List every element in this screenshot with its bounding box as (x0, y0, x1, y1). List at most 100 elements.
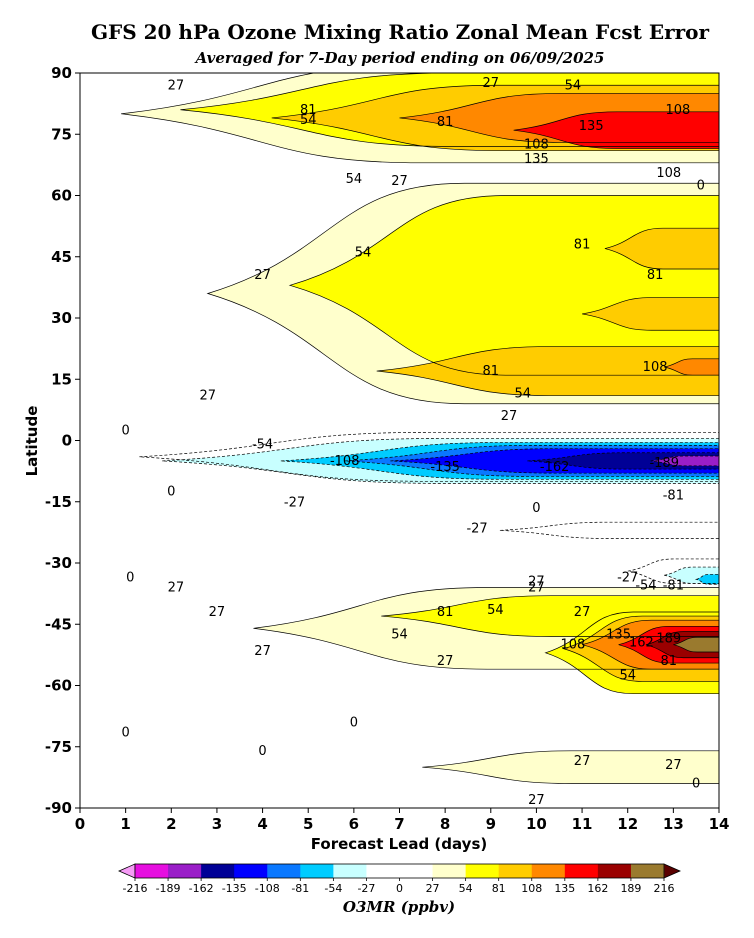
contour-line-13 (280, 442, 719, 480)
colorbar-swatch (399, 864, 434, 878)
colorbar-tick-label: 0 (396, 882, 403, 895)
colorbar-tick-label: -189 (156, 882, 181, 895)
contour-line-15 (390, 448, 719, 474)
x-tick-label: 5 (303, 815, 313, 833)
contour-label: 54 (300, 113, 317, 128)
colorbar-tick-label: -27 (357, 882, 375, 895)
y-tick-label: -15 (45, 493, 72, 511)
colorbar-tick-label: 27 (426, 882, 440, 895)
colorbar-swatch (234, 864, 268, 878)
contour-label: 54 (619, 668, 636, 683)
colorbar-swatch (267, 864, 301, 878)
contour-label: 27 (168, 581, 185, 596)
contour-label: 27 (209, 605, 226, 620)
contour-label: -54 (635, 578, 656, 593)
contour-label: 108 (524, 137, 549, 152)
x-tick-label: 6 (349, 815, 359, 833)
colorbar-tick-label: 162 (587, 882, 608, 895)
contour-label: 27 (168, 78, 185, 93)
colorbar-tick-label: 54 (459, 882, 473, 895)
contour-label: 27 (665, 758, 682, 773)
contour-label: 0 (167, 485, 175, 500)
colorbar-over-arrow (663, 863, 681, 879)
x-axis: 0 1 2 3 4 5 6 7 8 9 10 11 12 13 14 (75, 808, 729, 833)
y-tick-label: 0 (62, 432, 72, 450)
filled-region-4 (513, 111, 719, 149)
x-tick-label: 9 (486, 815, 496, 833)
colorbar-label: O3MR (ppbv) (343, 898, 455, 916)
filled-region-18 (499, 522, 719, 539)
contour-line-14 (344, 445, 719, 477)
x-tick-label: 0 (75, 815, 85, 833)
colorbar-tick-label: -216 (123, 882, 148, 895)
filled-region-17 (650, 456, 719, 466)
contour-label: -81 (663, 489, 684, 504)
contour-label: -135 (430, 460, 460, 475)
plot-area (121, 73, 719, 784)
filled-region-29 (673, 637, 719, 653)
y-tick-label: -45 (45, 615, 72, 633)
colorbar-tick-label: 216 (654, 882, 675, 895)
contour-label: 54 (514, 387, 531, 402)
contour-label: 108 (643, 360, 668, 375)
contour-label: 0 (697, 178, 705, 193)
filled-region-9 (376, 346, 719, 396)
contour-label: 135 (579, 119, 604, 134)
colorbar-swatch (531, 864, 566, 878)
filled-region-10 (664, 358, 719, 376)
colorbar-swatch (498, 864, 533, 878)
contour-line-9 (376, 346, 719, 396)
colorbar-swatch (564, 864, 599, 878)
contour-line-1 (180, 73, 719, 147)
contour-label: 27 (528, 793, 545, 808)
colorbar-tick-label: -162 (189, 882, 214, 895)
colorbar-swatch (366, 864, 400, 878)
colorbar-swatch (432, 864, 467, 878)
contour-label: 54 (565, 78, 582, 93)
y-tick-label: 45 (51, 248, 72, 266)
contour-label: 81 (483, 364, 500, 379)
colorbar-swatch (597, 864, 632, 878)
colorbar-tick-label: 81 (492, 882, 506, 895)
colorbar-swatch (333, 864, 367, 878)
contour-label: 81 (661, 654, 678, 669)
contour-label: -189 (649, 456, 679, 471)
contour-line-26 (581, 619, 719, 670)
contour-line-25 (562, 615, 719, 682)
contour-label: 27 (200, 389, 217, 404)
contour-label: 189 (656, 632, 681, 647)
y-tick-label: 15 (51, 370, 72, 388)
contour-label: 0 (126, 570, 134, 585)
contour-label: 54 (487, 603, 504, 618)
contour-line-11 (139, 431, 719, 482)
contour-line-27 (618, 625, 719, 664)
chart-title: GFS 20 hPa Ozone Mixing Ratio Zonal Mean… (90, 20, 710, 44)
chart-subtitle: Averaged for 7-Day period ending on 06/0… (195, 49, 605, 67)
contour-label: 81 (647, 268, 664, 283)
y-axis: 90 75 60 45 30 15 0 -15 -30 -45 -60 -75 -90 (45, 64, 80, 817)
colorbar-tick-label: 189 (620, 882, 641, 895)
filled-region-30 (422, 750, 719, 784)
contour-line-24 (544, 611, 719, 695)
filled-region-7 (604, 228, 719, 269)
x-tick-label: 11 (572, 815, 593, 833)
contour-line-3 (399, 93, 719, 143)
x-tick-label: 10 (526, 815, 547, 833)
y-tick-label: -60 (45, 677, 72, 695)
contour-label: 135 (524, 152, 549, 167)
contour-label: 81 (437, 115, 454, 130)
colorbar-swatch (630, 864, 665, 878)
contour-label: 81 (437, 605, 454, 620)
contour-line-29 (673, 636, 719, 653)
contour-label: 27 (483, 76, 500, 91)
contour-line-7 (604, 227, 719, 270)
contour-label: 27 (574, 754, 591, 769)
contour-label: -162 (540, 460, 570, 475)
y-tick-label: 60 (51, 187, 72, 205)
x-tick-label: 2 (166, 815, 176, 833)
contour-label: 27 (254, 268, 271, 283)
contour-label: 27 (254, 644, 271, 659)
contour-label: 27 (437, 654, 454, 669)
